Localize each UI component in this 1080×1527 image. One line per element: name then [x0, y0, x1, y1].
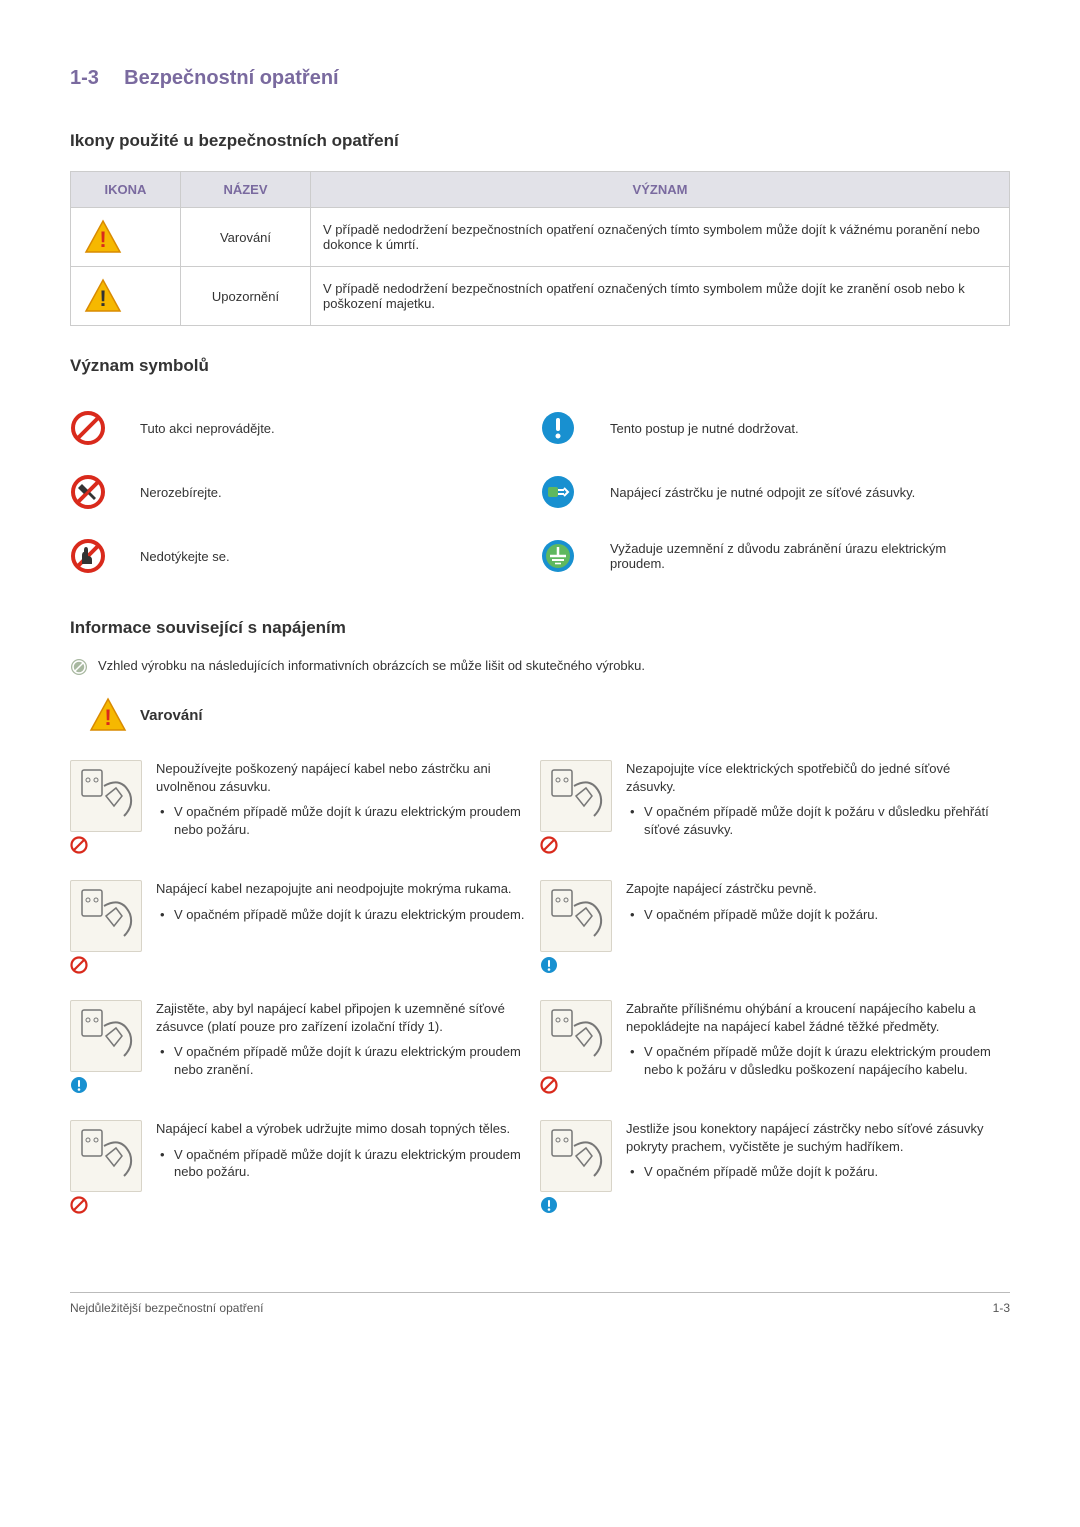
warning-item: Zapojte napájecí zástrčku pevně. V opačné… [540, 872, 1010, 992]
warning-bullet: V opačném případě může dojít k úrazu ele… [156, 803, 530, 838]
warning-text: Zajistěte, aby byl napájecí kabel připoj… [156, 1000, 530, 1035]
warning-illustration [70, 880, 142, 952]
symbol-text: Vyžaduje uzemnění z důvodu zabránění úra… [610, 541, 1010, 571]
symbol-item: Napájecí zástrčku je nutné odpojit ze sí… [540, 460, 1010, 524]
warning-text: Napájecí kabel nezapojujte ani neodpojuj… [156, 880, 530, 898]
icon-meaning: V případě nedodržení bezpečnostních opat… [311, 267, 1010, 326]
warning-illustration [540, 1120, 612, 1192]
warning-item: Zabraňte přílišnému ohýbání a kroucení n… [540, 992, 1010, 1112]
must-do-icon [540, 410, 576, 446]
warning-text: Jestliže jsou konektory napájecí zástrčk… [626, 1120, 1000, 1155]
warning-bullet: V opačném případě může dojít k požáru v … [626, 803, 1000, 838]
warning-bullet: V opačném případě může dojít k úrazu ele… [626, 1043, 1000, 1078]
col-meaning: VÝZNAM [311, 172, 1010, 208]
ground-icon [540, 538, 576, 574]
warning-item: Nezapojujte více elektrických spotřebičů… [540, 752, 1010, 872]
no-touch-icon [70, 538, 106, 574]
symbol-item: Tento postup je nutné dodržovat. [540, 396, 1010, 460]
warning-illustration [70, 1000, 142, 1072]
warning-text: Napájecí kabel a výrobek udržujte mimo d… [156, 1120, 530, 1138]
warning-illustration [540, 880, 612, 952]
prohibit-badge-icon [70, 956, 88, 974]
warning-illustration [540, 760, 612, 832]
symbol-item: Tuto akci neprovádějte. [70, 396, 540, 460]
prohibit-icon [70, 410, 106, 446]
icons-table: IKONA NÁZEV VÝZNAM Varování V případě ne… [70, 171, 1010, 326]
note-text: Vzhled výrobku na následujících informat… [98, 658, 645, 673]
warning-text: Zabraňte přílišnému ohýbání a kroucení n… [626, 1000, 1000, 1035]
symbol-text: Tuto akci neprovádějte. [140, 421, 540, 436]
warning-item: Napájecí kabel nezapojujte ani neodpojuj… [70, 872, 540, 992]
symbols-grid: Tuto akci neprovádějte. Tento postup je … [70, 396, 1010, 588]
warning-text: Nezapojujte více elektrických spotřebičů… [626, 760, 1000, 795]
symbols-heading: Význam symbolů [70, 356, 1010, 376]
warning-bullet: V opačném případě může dojít k úrazu ele… [156, 1043, 530, 1078]
unplug-icon [540, 474, 576, 510]
warning-triangle-icon [88, 696, 128, 734]
must-do-badge-icon [540, 956, 558, 974]
warning-illustration [70, 1120, 142, 1192]
footer-right: 1-3 [993, 1301, 1010, 1315]
power-info-heading: Informace související s napájením [70, 618, 1010, 638]
warning-header: Varování [88, 696, 1010, 734]
symbol-text: Tento postup je nutné dodržovat. [610, 421, 1010, 436]
prohibit-badge-icon [540, 836, 558, 854]
icons-used-heading: Ikony použité u bezpečnostních opatření [70, 131, 1010, 151]
symbol-item: Nerozebírejte. [70, 460, 540, 524]
warning-item: Zajistěte, aby byl napájecí kabel připoj… [70, 992, 540, 1112]
warning-bullet: V opačném případě může dojít k požáru. [626, 1163, 1000, 1181]
warning-triangle-red-icon [83, 218, 123, 256]
warning-item: Napájecí kabel a výrobek udržujte mimo d… [70, 1112, 540, 1232]
symbol-text: Nerozebírejte. [140, 485, 540, 500]
col-name: NÁZEV [181, 172, 311, 208]
warning-illustration [70, 760, 142, 832]
warning-triangle-yellow-icon [83, 277, 123, 315]
warning-bullet: V opačném případě může dojít k úrazu ele… [156, 906, 530, 924]
page-heading: 1-3 Bezpečnostní opatření [70, 60, 1010, 91]
icon-name: Upozornění [181, 267, 311, 326]
symbol-text: Nedotýkejte se. [140, 549, 540, 564]
icon-name: Varování [181, 208, 311, 267]
warning-item: Nepoužívejte poškozený napájecí kabel ne… [70, 752, 540, 872]
note-icon [70, 658, 88, 676]
prohibit-badge-icon [70, 1196, 88, 1214]
warnings-grid: Nepoužívejte poškozený napájecí kabel ne… [70, 752, 1010, 1232]
warning-text: Zapojte napájecí zástrčku pevně. [626, 880, 1000, 898]
footer-left: Nejdůležitější bezpečnostní opatření [70, 1301, 263, 1315]
warning-text: Nepoužívejte poškozený napájecí kabel ne… [156, 760, 530, 795]
prohibit-badge-icon [540, 1076, 558, 1094]
section-title: Bezpečnostní opatření [124, 67, 338, 89]
warning-bullet: V opačném případě může dojít k požáru. [626, 906, 1000, 924]
page-footer: Nejdůležitější bezpečnostní opatření 1-3 [70, 1292, 1010, 1315]
section-number: 1-3 [70, 67, 99, 89]
no-disassemble-icon [70, 474, 106, 510]
symbol-text: Napájecí zástrčku je nutné odpojit ze sí… [610, 485, 1010, 500]
must-do-badge-icon [540, 1196, 558, 1214]
prohibit-badge-icon [70, 836, 88, 854]
note: Vzhled výrobku na následujících informat… [70, 658, 1010, 676]
symbol-item: Vyžaduje uzemnění z důvodu zabránění úra… [540, 524, 1010, 588]
warning-illustration [540, 1000, 612, 1072]
table-row: Upozornění V případě nedodržení bezpečno… [71, 267, 1010, 326]
col-icon: IKONA [71, 172, 181, 208]
warning-bullet: V opačném případě může dojít k úrazu ele… [156, 1146, 530, 1181]
icon-meaning: V případě nedodržení bezpečnostních opat… [311, 208, 1010, 267]
warning-label: Varování [140, 707, 203, 724]
must-do-badge-icon [70, 1076, 88, 1094]
table-row: Varování V případě nedodržení bezpečnost… [71, 208, 1010, 267]
symbol-item: Nedotýkejte se. [70, 524, 540, 588]
warning-item: Jestliže jsou konektory napájecí zástrčk… [540, 1112, 1010, 1232]
